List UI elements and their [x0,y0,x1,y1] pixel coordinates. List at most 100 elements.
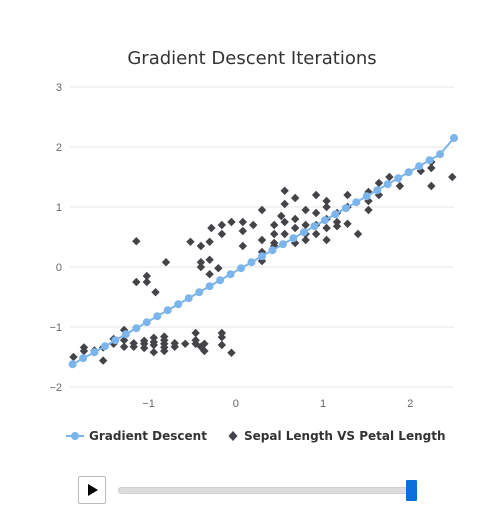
scatter-point [290,214,300,224]
gradient-descent-point [195,288,204,297]
scatter-point [160,346,169,356]
scatter-point [257,205,267,215]
play-button[interactable] [78,476,106,504]
gradient-descent-point [79,354,88,363]
scatter-point [280,229,289,239]
scatter-point [270,238,279,248]
y-tick-label: 2 [56,142,62,154]
y-tick-label: −1 [49,322,62,334]
gradient-descent-point [90,348,99,357]
scatter-point [301,235,310,245]
scatter-point [191,339,200,348]
scatter-point [129,342,138,351]
scatter-point [280,186,289,195]
scatter-point [322,196,331,206]
y-tick-label: 0 [56,262,62,274]
gradient-descent-point [394,174,403,183]
gradient-descent-point [237,264,246,273]
scatter-point [217,229,227,239]
chart-title: Gradient Descent Iterations [127,48,376,69]
gradient-descent-point [320,216,329,225]
gradient-descent-point [278,240,287,249]
scatter-point [322,235,331,245]
scatter-point [217,340,227,350]
scatter-point [427,181,436,191]
gradient-descent-point [163,306,172,315]
scatter-point [161,258,171,267]
scatter-point [191,328,200,338]
gradient-descent-point [68,360,77,369]
y-axis-tick-labels: −2 −1 0 1 2 3 [49,82,62,394]
gradient-descent-point [341,204,350,213]
gradient-descent-point [425,156,434,165]
scatter-point [280,199,289,209]
scatter-point [196,258,206,267]
legend-gradient-descent-marker [71,432,79,440]
scatter-point [290,223,300,233]
play-icon [88,484,98,496]
scatter-point [214,264,223,273]
x-tick-label: 0 [233,398,239,410]
gradient-descent-point [121,330,130,339]
scatter-point [186,237,195,246]
scatter-point [311,208,321,218]
scatter-point [353,229,363,239]
scatter-point [332,217,342,227]
gradient-descent-point [153,312,162,321]
legend-sepal-petal-label: Sepal Length VS Petal Length [244,429,446,443]
gradient-descent-point [362,192,371,201]
scatter-point [301,205,310,215]
x-tick-label: 1 [320,398,326,410]
gradient-descent-point [289,234,298,243]
legend-gradient-descent-label: Gradient Descent [89,429,207,443]
scatter-point [227,348,236,357]
scatter-point [280,217,289,227]
scatter-point [205,255,214,264]
gradient-descent-point [111,336,120,345]
iteration-slider[interactable] [118,480,417,501]
scatter-point [69,352,78,362]
scatter-point [270,220,279,230]
scatter-point [322,223,331,233]
x-tick-label: −1 [142,398,155,410]
scatter-point [139,336,149,345]
scatter-point [448,172,457,182]
scatter-point [311,229,321,239]
gradient-descent-point [174,300,183,309]
scatter-point [132,277,141,287]
x-axis-tick-labels: −1 0 1 2 [142,398,413,410]
scatter-point [249,220,258,230]
scatter-point [374,178,384,188]
scatter-point [149,337,158,347]
scatter-point [207,223,216,233]
scatter-point [132,237,141,246]
scatter-point [151,288,160,297]
scatter-point [217,220,227,230]
gradient-descent-series [68,134,458,369]
scatter-point [364,205,373,215]
scatter-point [98,356,108,365]
scatter-point [416,166,426,176]
scatter-point [142,277,151,287]
scatter-point [205,270,214,279]
gradient-descent-point [450,134,458,142]
gradient-descent-point [132,324,141,333]
scatter-point [395,181,405,191]
gradient-descent-point [299,228,308,237]
scatter-point [427,163,436,173]
gradient-descent-point [436,150,445,159]
scatter-point [301,220,310,230]
scatter-point [290,238,300,248]
scatter-point [142,271,151,281]
gradient-descent-point [373,186,382,195]
legend-item-sepal-petal[interactable]: Sepal Length VS Petal Length [228,429,446,443]
legend-item-gradient-descent[interactable]: Gradient Descent [66,429,207,443]
gradient-descent-point [142,318,151,327]
gradient-descent-point [331,210,340,219]
slider-handle[interactable] [406,480,417,501]
scatter-point [374,190,384,200]
scatter-point [311,190,321,200]
scatter-point [227,217,236,227]
scatter-point [238,217,247,227]
